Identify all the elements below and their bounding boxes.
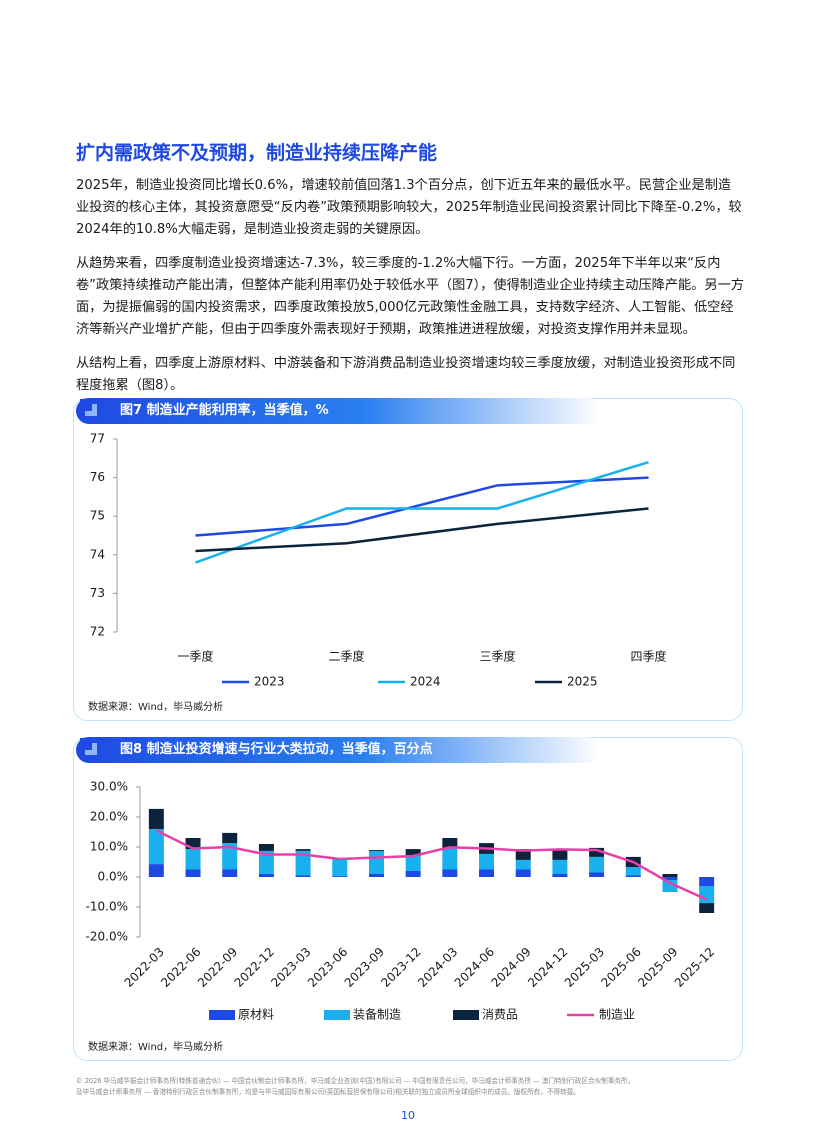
bar <box>405 849 421 856</box>
legend-swatch <box>324 1010 350 1020</box>
bar <box>185 838 201 850</box>
bar <box>589 847 605 857</box>
copyright-line: 及毕马威会计师事务所 — 香港特别行政区合伙制事务所，均是与毕马威国际有限公司(… <box>76 1088 580 1096</box>
bar <box>662 874 678 877</box>
y-tick-label: 76 <box>90 470 105 484</box>
body-text: 2025年，制造业投资同比增长0.6%，增速较前值回落1.3个百分点，创下近五年… <box>76 175 744 409</box>
bar <box>368 874 384 877</box>
y-tick-label: 74 <box>90 547 105 561</box>
bar <box>368 850 384 851</box>
legend-label: 制造业 <box>599 1008 635 1022</box>
legend-swatch <box>453 1010 479 1020</box>
legend-label: 消费品 <box>482 1008 518 1022</box>
y-tick-label: 73 <box>90 586 105 600</box>
bar <box>699 877 715 886</box>
copyright: © 2026 毕马威华振会计师事务所(特殊普通合伙) — 中国合伙制会计师事务所… <box>76 1076 746 1098</box>
bar <box>148 808 164 829</box>
bar <box>295 875 311 877</box>
bar <box>515 869 531 877</box>
bar <box>442 869 458 877</box>
bar <box>479 853 495 870</box>
bar <box>258 850 274 874</box>
bar <box>368 850 384 874</box>
y-tick-label: 10.0% <box>90 840 128 854</box>
bar <box>185 849 201 870</box>
y-tick-label: -20.0% <box>86 930 128 944</box>
bar <box>405 856 421 871</box>
y-tick-label: -10.0% <box>86 900 128 914</box>
bar <box>699 903 715 913</box>
bar <box>589 872 605 877</box>
copyright-line: © 2026 毕马威华振会计师事务所(特殊普通合伙) — 中国合伙制会计师事务所… <box>76 1077 635 1085</box>
line <box>155 829 708 901</box>
x-tick-label: 2025-12 <box>672 945 717 990</box>
x-tick-label: 三季度 <box>479 649 515 664</box>
legend-label: 2024 <box>410 675 441 689</box>
bar <box>699 886 715 904</box>
bar <box>185 869 201 877</box>
y-tick-label: 75 <box>90 509 105 523</box>
bar <box>295 849 311 851</box>
line <box>195 507 649 553</box>
icon <box>80 738 92 750</box>
y-tick-label: 77 <box>90 432 105 446</box>
heading: 扩内需政策不及预期，制造业持续压降产能 <box>76 142 438 164</box>
bar <box>662 880 678 892</box>
y-tick-label: 0.0% <box>98 870 129 884</box>
bar <box>295 850 311 876</box>
bar <box>515 849 531 860</box>
x-tick-label: 二季度 <box>328 649 364 664</box>
legend-label: 装备制造 <box>353 1008 401 1022</box>
page-number: 10 <box>401 1109 415 1122</box>
bar <box>222 869 238 877</box>
bar <box>442 847 458 870</box>
paragraph: 从趋势来看，四季度制造业投资增速达-7.3%，较三季度的-1.2%大幅下行。一方… <box>76 256 744 337</box>
bar <box>552 859 568 874</box>
chart-title: 图8 制造业投资增速与行业大类拉动，当季值，百分点 <box>76 737 600 763</box>
icon <box>80 399 92 411</box>
bar <box>625 867 641 876</box>
x-tick-label: 一季度 <box>177 649 213 664</box>
legend-label: 2025 <box>567 675 598 689</box>
x-tick-label: 四季度 <box>630 649 666 664</box>
bar <box>405 871 421 877</box>
bar <box>258 874 274 877</box>
bar <box>515 859 531 870</box>
y-tick-label: 20.0% <box>90 810 128 824</box>
bar <box>589 856 605 873</box>
chart-source: 数据来源：Wind，毕马威分析 <box>88 1042 224 1053</box>
bar <box>148 864 164 877</box>
bar <box>479 869 495 877</box>
bar <box>442 838 458 848</box>
line <box>195 460 649 564</box>
line <box>195 476 649 537</box>
y-tick-label: 72 <box>90 625 105 639</box>
bar <box>222 843 238 870</box>
bar <box>222 832 238 844</box>
bar <box>332 876 348 877</box>
bar <box>552 874 568 877</box>
legend-swatch <box>209 1010 235 1020</box>
chart-source: 数据来源：Wind，毕马威分析 <box>88 702 224 713</box>
legend-label: 原材料 <box>238 1008 274 1022</box>
y-tick-label: 30.0% <box>90 780 128 794</box>
bar <box>662 877 678 880</box>
paragraph: 从结构上看，四季度上游原材料、中游装备和下游消费品制造业投资增速均较三季度放缓，… <box>76 356 736 393</box>
legend-label: 2023 <box>254 675 285 689</box>
bar <box>552 849 568 860</box>
chart-title: 图7 制造业产能利用率，当季值，% <box>76 398 600 424</box>
bar <box>332 859 348 877</box>
paragraph: 2025年，制造业投资同比增长0.6%，增速较前值回落1.3个百分点，创下近五年… <box>76 178 742 237</box>
bar <box>625 875 641 877</box>
bar <box>148 829 164 865</box>
bar <box>258 844 274 851</box>
